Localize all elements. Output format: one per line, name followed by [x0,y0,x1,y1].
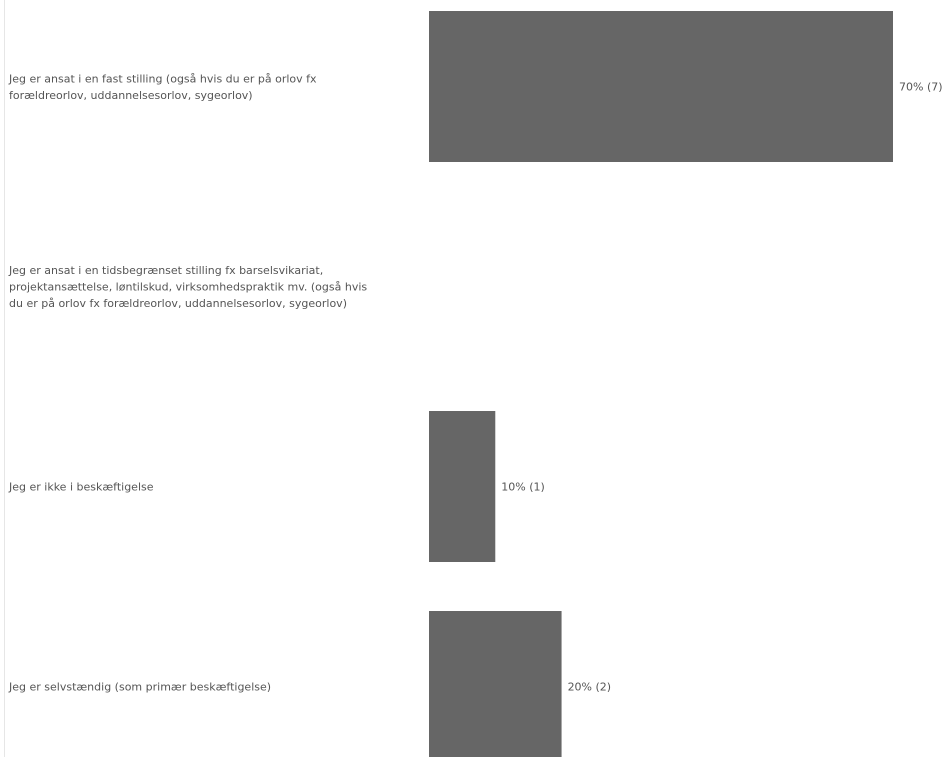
bar [429,11,893,162]
bar [429,411,495,562]
bar [429,611,562,757]
data-label: 70% (7) [899,81,943,94]
data-label: 20% (2) [568,681,612,694]
category-label: Jeg er ansat i en tidsbegrænset stilling… [8,264,367,310]
category-label: Jeg er ansat i en fast stilling (også hv… [8,72,317,102]
category-label: Jeg er selvstændig (som primær beskæftig… [8,681,271,694]
category-label: Jeg er ikke i beskæftigelse [8,481,154,494]
data-label: 10% (1) [501,481,545,494]
